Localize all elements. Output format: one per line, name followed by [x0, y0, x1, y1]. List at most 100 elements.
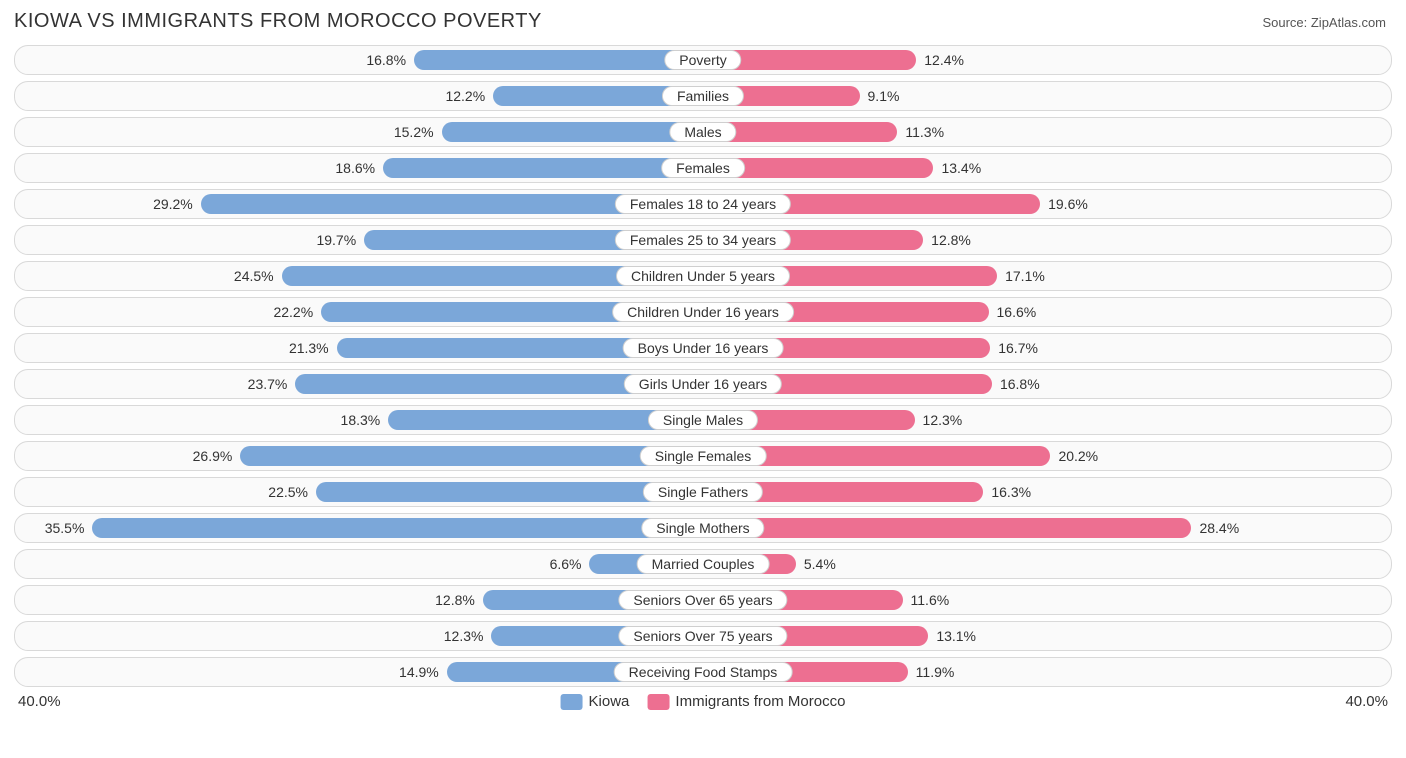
legend-swatch — [647, 694, 669, 710]
bar-row: 12.2% 9.1%Families — [14, 81, 1392, 111]
left-value-label: 18.3% — [333, 412, 389, 428]
right-bar — [703, 518, 1191, 538]
right-value-label: 16.6% — [989, 304, 1045, 320]
right-value-label: 12.8% — [923, 232, 979, 248]
category-label: Children Under 16 years — [612, 302, 794, 322]
right-value-label: 20.2% — [1050, 448, 1106, 464]
right-half: 9.1% — [703, 82, 1391, 110]
category-label: Single Fathers — [643, 482, 763, 502]
right-half: 12.4% — [703, 46, 1391, 74]
left-value-label: 26.9% — [185, 448, 241, 464]
right-value-label: 13.1% — [928, 628, 984, 644]
category-label: Families — [662, 86, 744, 106]
right-value-label: 12.3% — [915, 412, 971, 428]
chart-title: KIOWA VS IMMIGRANTS FROM MOROCCO POVERTY — [14, 10, 542, 33]
left-value-label: 22.2% — [265, 304, 321, 320]
chart-footer: 40.0% KiowaImmigrants from Morocco 40.0% — [14, 693, 1392, 727]
right-value-label: 13.4% — [933, 160, 989, 176]
right-value-label: 28.4% — [1191, 520, 1247, 536]
legend: KiowaImmigrants from Morocco — [561, 693, 846, 710]
left-value-label: 23.7% — [240, 376, 296, 392]
left-value-label: 29.2% — [145, 196, 201, 212]
right-half: 16.8% — [703, 370, 1391, 398]
right-half: 11.9% — [703, 658, 1391, 686]
bar-row: 12.3%13.1%Seniors Over 75 years — [14, 621, 1392, 651]
bar-row: 22.5% 16.3% Single Fathers — [14, 477, 1392, 507]
chart-area: 16.8%12.4%Poverty12.2%9.1%Families15.2%1… — [0, 39, 1406, 687]
bar-row: 22.2% 16.6% Children Under 16 years — [14, 297, 1392, 327]
left-value-label: 21.3% — [281, 340, 337, 356]
category-label: Boys Under 16 years — [623, 338, 784, 358]
legend-label: Immigrants from Morocco — [675, 693, 845, 710]
category-label: Females — [661, 158, 745, 178]
left-half: 21.3% — [15, 334, 703, 362]
category-label: Receiving Food Stamps — [614, 662, 793, 682]
left-bar — [442, 122, 703, 142]
left-half: 18.3% — [15, 406, 703, 434]
right-half: 12.8% — [703, 226, 1391, 254]
right-half: 5.4% — [703, 550, 1391, 578]
left-value-label: 12.2% — [437, 88, 493, 104]
right-half: 11.6% — [703, 586, 1391, 614]
left-half: 16.8% — [15, 46, 703, 74]
bar-row: 16.8%12.4%Poverty — [14, 45, 1392, 75]
category-label: Males — [669, 122, 736, 142]
left-value-label: 6.6% — [542, 556, 590, 572]
left-bar — [383, 158, 703, 178]
category-label: Girls Under 16 years — [624, 374, 782, 394]
left-half: 35.5% — [15, 514, 703, 542]
left-half: 18.6% — [15, 154, 703, 182]
left-half: 14.9% — [15, 658, 703, 686]
left-half: 12.8% — [15, 586, 703, 614]
left-value-label: 12.3% — [436, 628, 492, 644]
bar-row: 18.6% 13.4% Females — [14, 153, 1392, 183]
left-value-label: 15.2% — [386, 124, 442, 140]
category-label: Poverty — [664, 50, 741, 70]
right-half: 20.2% — [703, 442, 1391, 470]
left-half: 23.7% — [15, 370, 703, 398]
category-label: Single Females — [640, 446, 767, 466]
right-value-label: 5.4% — [796, 556, 844, 572]
left-half: 22.5% — [15, 478, 703, 506]
left-half: 24.5% — [15, 262, 703, 290]
right-value-label: 11.3% — [897, 124, 952, 140]
right-half: 17.1% — [703, 262, 1391, 290]
left-value-label: 12.8% — [427, 592, 483, 608]
right-value-label: 16.3% — [983, 484, 1039, 500]
right-half: 16.7% — [703, 334, 1391, 362]
right-half: 13.1% — [703, 622, 1391, 650]
bar-row: 23.7% 16.8%Girls Under 16 years — [14, 369, 1392, 399]
bar-row: 19.7%12.8%Females 25 to 34 years — [14, 225, 1392, 255]
left-half: 15.2% — [15, 118, 703, 146]
right-half: 28.4% — [703, 514, 1391, 542]
category-label: Females 18 to 24 years — [615, 194, 791, 214]
right-half: 13.4% — [703, 154, 1391, 182]
category-label: Single Mothers — [641, 518, 764, 538]
category-label: Single Males — [648, 410, 758, 430]
left-bar — [414, 50, 703, 70]
left-half: 6.6% — [15, 550, 703, 578]
bar-row: 29.2% 19.6%Females 18 to 24 years — [14, 189, 1392, 219]
axis-max-left: 40.0% — [18, 693, 61, 710]
category-label: Seniors Over 65 years — [618, 590, 787, 610]
legend-item: Immigrants from Morocco — [647, 693, 845, 710]
bar-row: 21.3% 16.7%Boys Under 16 years — [14, 333, 1392, 363]
left-value-label: 18.6% — [327, 160, 383, 176]
left-half: 12.2% — [15, 82, 703, 110]
bar-row: 15.2% 11.3% Males — [14, 117, 1392, 147]
left-half: 29.2% — [15, 190, 703, 218]
left-value-label: 22.5% — [260, 484, 316, 500]
axis-max-right: 40.0% — [1345, 693, 1388, 710]
left-value-label: 19.7% — [308, 232, 364, 248]
left-bar — [240, 446, 703, 466]
category-label: Married Couples — [637, 554, 770, 574]
chart-source: Source: ZipAtlas.com — [1262, 15, 1386, 30]
left-value-label: 35.5% — [37, 520, 93, 536]
left-half: 19.7% — [15, 226, 703, 254]
category-label: Children Under 5 years — [616, 266, 790, 286]
right-value-label: 11.9% — [908, 664, 963, 680]
right-half: 19.6% — [703, 190, 1391, 218]
left-value-label: 14.9% — [391, 664, 447, 680]
bar-row: 14.9% 11.9% Receiving Food Stamps — [14, 657, 1392, 687]
right-value-label: 17.1% — [997, 268, 1053, 284]
